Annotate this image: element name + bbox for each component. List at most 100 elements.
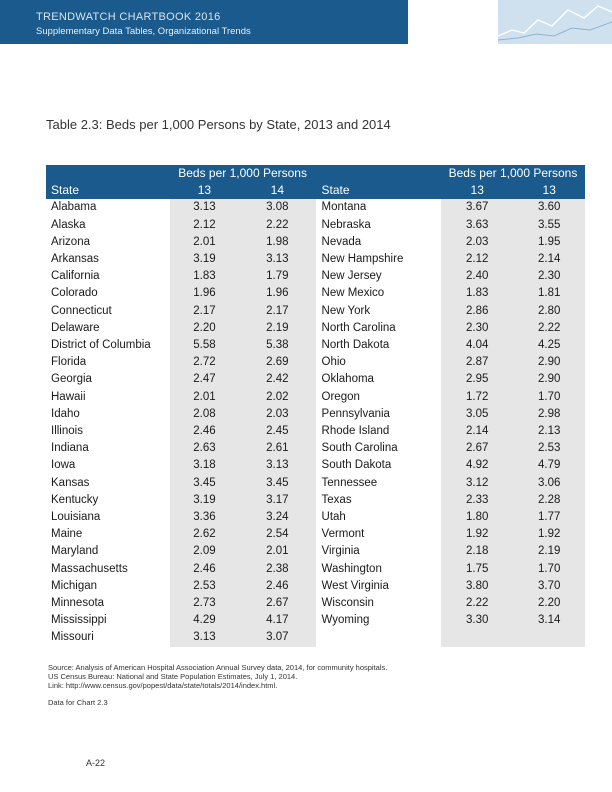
state-name-left: Iowa <box>51 459 76 472</box>
value-left-2: 2.54 <box>239 526 316 544</box>
state-name-right: North Dakota <box>321 339 390 352</box>
value-left-2: 2.17 <box>239 302 316 320</box>
state-name-right: South Carolina <box>321 442 398 455</box>
value-left-2: 2.01 <box>239 543 316 561</box>
value-right-1: 4.92 <box>440 457 514 475</box>
value-left-2: 2.61 <box>239 440 316 458</box>
state-name-right: Wyoming <box>321 614 370 627</box>
value-left-2: 1.79 <box>239 268 316 286</box>
value-right-1 <box>440 629 514 647</box>
value-left-1: 3.13 <box>169 199 240 217</box>
value-right-2: 2.30 <box>513 268 585 286</box>
state-name-left: Colorado <box>51 287 98 300</box>
value-right-1: 4.04 <box>440 337 514 355</box>
value-right-1: 1.72 <box>440 388 514 406</box>
value-right-2: 1.95 <box>513 233 585 252</box>
year-header-left-1: 13 <box>169 182 240 200</box>
state-name-right: South Dakota <box>321 459 392 472</box>
group-header-left: Beds per 1,000 Persons <box>169 165 316 183</box>
state-name-left: Minnesota <box>51 597 105 610</box>
table-row: Georgia 2.47 2.42 Oklahoma 2.95 2.90 <box>46 371 585 389</box>
value-left-1: 2.01 <box>169 388 240 406</box>
year-header-left-2: 14 <box>239 182 316 200</box>
state-name-left: Florida <box>51 356 87 369</box>
value-right-2: 2.13 <box>513 423 585 441</box>
state-header-right: State <box>315 182 441 200</box>
value-right-2: 1.81 <box>513 285 585 303</box>
state-name-right: Oklahoma <box>321 373 374 386</box>
value-right-1: 2.40 <box>440 268 514 286</box>
state-name-right: Pennsylvania <box>321 407 390 420</box>
state-name-left: Idaho <box>51 407 80 420</box>
value-right-1: 1.75 <box>440 560 514 578</box>
value-right-1: 3.30 <box>440 612 514 630</box>
source-line-1: Source: Analysis of American Hospital As… <box>48 663 388 672</box>
value-right-1: 1.83 <box>440 285 514 303</box>
value-right-2: 1.70 <box>513 560 585 578</box>
chart-reference: Data for Chart 2.3 <box>48 698 108 707</box>
value-right-1: 1.80 <box>440 509 514 527</box>
value-left-2: 2.67 <box>239 595 316 613</box>
value-right-2: 2.90 <box>513 354 585 372</box>
table-row: Louisiana 3.36 3.24 Utah 1.80 1.77 <box>46 509 585 527</box>
state-name-left: Hawaii <box>51 390 86 403</box>
table-row: Arkansas 3.19 3.13 New Hampshire 2.12 2.14 <box>46 251 585 269</box>
header-row-columns: State 13 14 State 13 13 <box>46 182 585 200</box>
value-left-1: 4.29 <box>169 612 240 630</box>
value-left-2: 2.69 <box>239 354 316 372</box>
value-right-1: 2.33 <box>440 491 514 510</box>
value-left-2: 3.13 <box>239 457 316 475</box>
value-left-1: 3.18 <box>169 457 240 475</box>
table-row: Kansas 3.45 3.45 Tennessee 3.12 3.06 <box>46 474 585 492</box>
state-name-right: Oregon <box>321 390 360 403</box>
state-name-left: Alaska <box>51 218 86 231</box>
value-left-1: 2.08 <box>169 405 240 424</box>
state-name-right: New Jersey <box>321 270 382 283</box>
table-body: Alabama 3.13 3.08 Montana 3.67 3.60 Alaska 2.12… <box>46 199 585 647</box>
value-left-2: 2.19 <box>239 319 316 338</box>
value-right-2: 3.14 <box>513 612 585 630</box>
value-right-1: 2.22 <box>440 595 514 613</box>
state-name-left: Arkansas <box>51 253 99 266</box>
state-name-right: Ohio <box>321 356 346 369</box>
value-right-2: 2.90 <box>513 371 585 389</box>
value-right-2: 3.55 <box>513 216 585 234</box>
table-row: Delaware 2.20 2.19 North Carolina 2.30 2.22 <box>46 319 585 338</box>
state-name-right: New Hampshire <box>321 253 404 266</box>
value-left-2: 2.45 <box>239 423 316 441</box>
value-left-2: 3.07 <box>239 629 316 647</box>
value-right-1: 2.14 <box>440 423 514 441</box>
value-left-2: 3.24 <box>239 509 316 527</box>
state-name-right <box>316 629 441 646</box>
section-subtitle: Supplementary Data Tables, Organizationa… <box>36 26 251 37</box>
table-row: Kentucky 3.19 3.17 Texas 2.33 2.28 <box>46 491 585 510</box>
value-right-1: 2.18 <box>440 543 514 561</box>
value-left-2: 3.45 <box>239 474 316 492</box>
value-right-1: 3.67 <box>440 199 514 217</box>
value-left-1: 3.19 <box>169 491 240 510</box>
table-row: District of Columbia 5.58 5.38 North Dakota… <box>46 337 585 355</box>
source-note: Source: Analysis of American Hospital As… <box>48 663 387 690</box>
value-right-2: 2.19 <box>513 543 585 561</box>
state-name-right: Rhode Island <box>321 425 390 438</box>
state-header-left: State <box>46 182 170 200</box>
value-left-1: 3.36 <box>169 509 240 527</box>
value-left-1: 1.83 <box>169 268 240 286</box>
state-name-left: Indiana <box>51 442 89 455</box>
value-left-2: 5.38 <box>239 337 316 355</box>
table-row: Maine 2.62 2.54 Vermont 1.92 1.92 <box>46 526 585 544</box>
state-name-right: Vermont <box>321 528 365 541</box>
table-row: Connecticut 2.17 2.17 New York 2.86 2.80 <box>46 302 585 320</box>
table-row: Michigan 2.53 2.46 West Virginia 3.80 3.70 <box>46 577 585 596</box>
value-right-2: 3.06 <box>513 474 585 492</box>
value-left-2: 2.03 <box>239 405 316 424</box>
value-right-2: 2.20 <box>513 595 585 613</box>
value-right-2: 2.14 <box>513 251 585 269</box>
beds-table: Beds per 1,000 Persons Beds per 1,000 Pe… <box>46 165 585 647</box>
state-name-left: Arizona <box>51 235 90 248</box>
table-row: Hawaii 2.01 2.02 Oregon 1.72 1.70 <box>46 388 585 406</box>
value-left-1: 1.96 <box>169 285 240 303</box>
state-name-left: District of Columbia <box>51 339 151 352</box>
value-left-1: 2.73 <box>169 595 240 613</box>
state-name-left: Massachusetts <box>51 562 128 575</box>
